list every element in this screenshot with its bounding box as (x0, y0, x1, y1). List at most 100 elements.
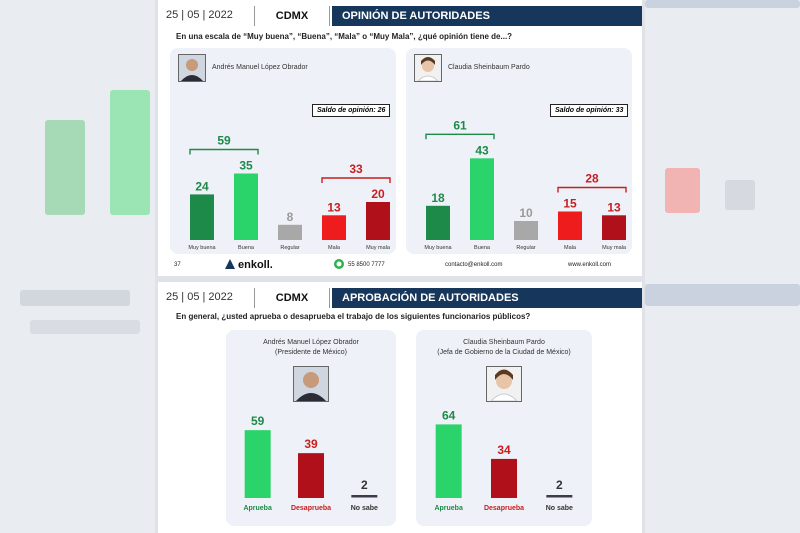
sheinbaum-role: (Jefa de Gobierno de la Ciudad de México… (437, 349, 571, 356)
bar (234, 173, 258, 240)
page-number: 37 (174, 262, 181, 268)
value-label: 13 (607, 200, 621, 214)
bar (470, 158, 494, 240)
person-photo-icon (179, 55, 205, 81)
city-label: CDMX (254, 6, 330, 26)
category-label: Mala (564, 245, 577, 251)
slide-header: 25 | 05 | 2022 CDMX OPINIÓN DE AUTORIDAD… (158, 6, 642, 26)
group-bracket (189, 148, 259, 155)
bar (190, 194, 214, 240)
website-link[interactable]: www.enkoll.com (568, 262, 612, 268)
category-label: Aprueba (434, 505, 463, 512)
category-label: Desaprueba (484, 505, 524, 512)
bar (558, 211, 582, 240)
group-bracket (321, 177, 391, 183)
amlo-photo (178, 54, 206, 82)
bar (298, 453, 324, 498)
value-label: 39 (304, 437, 318, 451)
category-label: Muy mala (602, 245, 627, 251)
category-label: Muy buena (188, 245, 216, 251)
value-label: 24 (195, 179, 209, 193)
sheinbaum-saldo-badge: Saldo de opinión: 33 (550, 104, 629, 117)
section-title: APROBACIÓN DE AUTORIDADES (332, 288, 642, 308)
bar (602, 215, 626, 240)
value-label: 15 (563, 197, 577, 211)
value-label: 64 (442, 408, 456, 422)
value-label: 10 (519, 206, 533, 220)
bar (426, 205, 450, 240)
bar (244, 430, 271, 498)
sheinbaum-approval-chart: 64 Aprueba 34 Desaprueba 2 No sabe (434, 408, 573, 512)
section-title: OPINIÓN DE AUTORIDADES (332, 6, 642, 26)
bar (278, 224, 302, 240)
category-label: No sabe (351, 505, 378, 512)
city-label: CDMX (254, 288, 330, 308)
value-label: 2 (556, 478, 563, 492)
value-label: 35 (239, 159, 253, 173)
category-label: Buena (238, 245, 255, 251)
amlo-saldo-badge: Saldo de opinión: 26 (312, 104, 391, 117)
person-photo-icon (294, 367, 328, 401)
approval-slide: 25 | 05 | 2022 CDMX APROBACIÓN DE AUTORI… (158, 282, 642, 533)
bar (435, 424, 462, 498)
group-total-label: 59 (217, 134, 231, 148)
bar-no-sabe (546, 495, 573, 498)
background-right-blur (645, 0, 800, 533)
amlo-role: (Presidente de México) (275, 349, 347, 356)
bar (491, 458, 517, 498)
enkoll-logo (224, 258, 236, 270)
email-link[interactable]: contacto@enkoll.com (445, 262, 503, 268)
opinion-slide: 25 | 05 | 2022 CDMX OPINIÓN DE AUTORIDAD… (158, 0, 642, 276)
background-left-blur (0, 0, 155, 533)
person-photo-icon (415, 55, 441, 81)
amlo-opinion-chart: 24 Muy buena 35 Buena 8 Regular 13 Mala 20 Muy ma… (188, 134, 391, 252)
amlo-photo (293, 366, 329, 402)
value-label: 59 (251, 414, 265, 428)
category-label: Muy mala (366, 245, 391, 251)
brand-name: enkoll. (238, 259, 273, 271)
person-photo-icon (487, 367, 521, 401)
category-label: Buena (474, 245, 491, 251)
sheinbaum-photo (414, 54, 442, 82)
category-label: Regular (516, 245, 535, 251)
value-label: 43 (475, 143, 489, 157)
slide-footer: 37 enkoll. 55 8500 7777 contacto@enkoll.… (158, 258, 642, 274)
category-label: No sabe (546, 505, 573, 512)
group-total-label: 61 (453, 118, 467, 132)
value-label: 20 (371, 187, 385, 201)
slide-header: 25 | 05 | 2022 CDMX APROBACIÓN DE AUTORI… (158, 288, 642, 308)
sheinbaum-name: Claudia Sheinbaum Pardo (448, 64, 530, 71)
enkoll-logo-icon (225, 259, 235, 269)
bar (322, 215, 346, 240)
sheinbaum-photo (486, 366, 522, 402)
amlo-name: Andrés Manuel López Obrador (212, 64, 308, 71)
value-label: 18 (431, 191, 445, 205)
whatsapp-icon (334, 259, 344, 271)
group-bracket (425, 133, 495, 140)
bar-no-sabe (351, 495, 378, 498)
value-label: 8 (287, 210, 294, 224)
sheinbaum-name: Claudia Sheinbaum Pardo (463, 339, 545, 346)
category-label: Aprueba (243, 505, 271, 512)
question-text: En general, ¿usted aprueba o desaprueba … (176, 312, 531, 321)
question-text: En una escala de “Muy buena”, “Buena”, “… (176, 32, 513, 41)
value-label: 34 (497, 443, 511, 457)
date-label: 25 | 05 | 2022 (166, 291, 233, 303)
phone-number: 55 8500 7777 (348, 262, 385, 268)
value-label: 13 (327, 200, 341, 214)
bar (514, 221, 538, 240)
date-label: 25 | 05 | 2022 (166, 9, 233, 21)
category-label: Muy buena (424, 245, 452, 251)
category-label: Desaprueba (291, 505, 331, 512)
value-label: 2 (361, 478, 368, 492)
amlo-title: Andrés Manuel López Obrador (Presidente … (226, 338, 396, 358)
bar (366, 202, 390, 240)
category-label: Mala (328, 245, 341, 251)
sheinbaum-opinion-chart: 18 Muy buena 43 Buena 10 Regular 15 Mala 13 Muy m… (424, 118, 627, 251)
group-total-label: 33 (349, 162, 363, 176)
sheinbaum-title: Claudia Sheinbaum Pardo (Jefa de Gobiern… (416, 338, 592, 358)
group-bracket (557, 186, 627, 193)
amlo-name: Andrés Manuel López Obrador (263, 339, 359, 346)
category-label: Regular (280, 245, 299, 251)
group-total-label: 28 (585, 172, 599, 186)
